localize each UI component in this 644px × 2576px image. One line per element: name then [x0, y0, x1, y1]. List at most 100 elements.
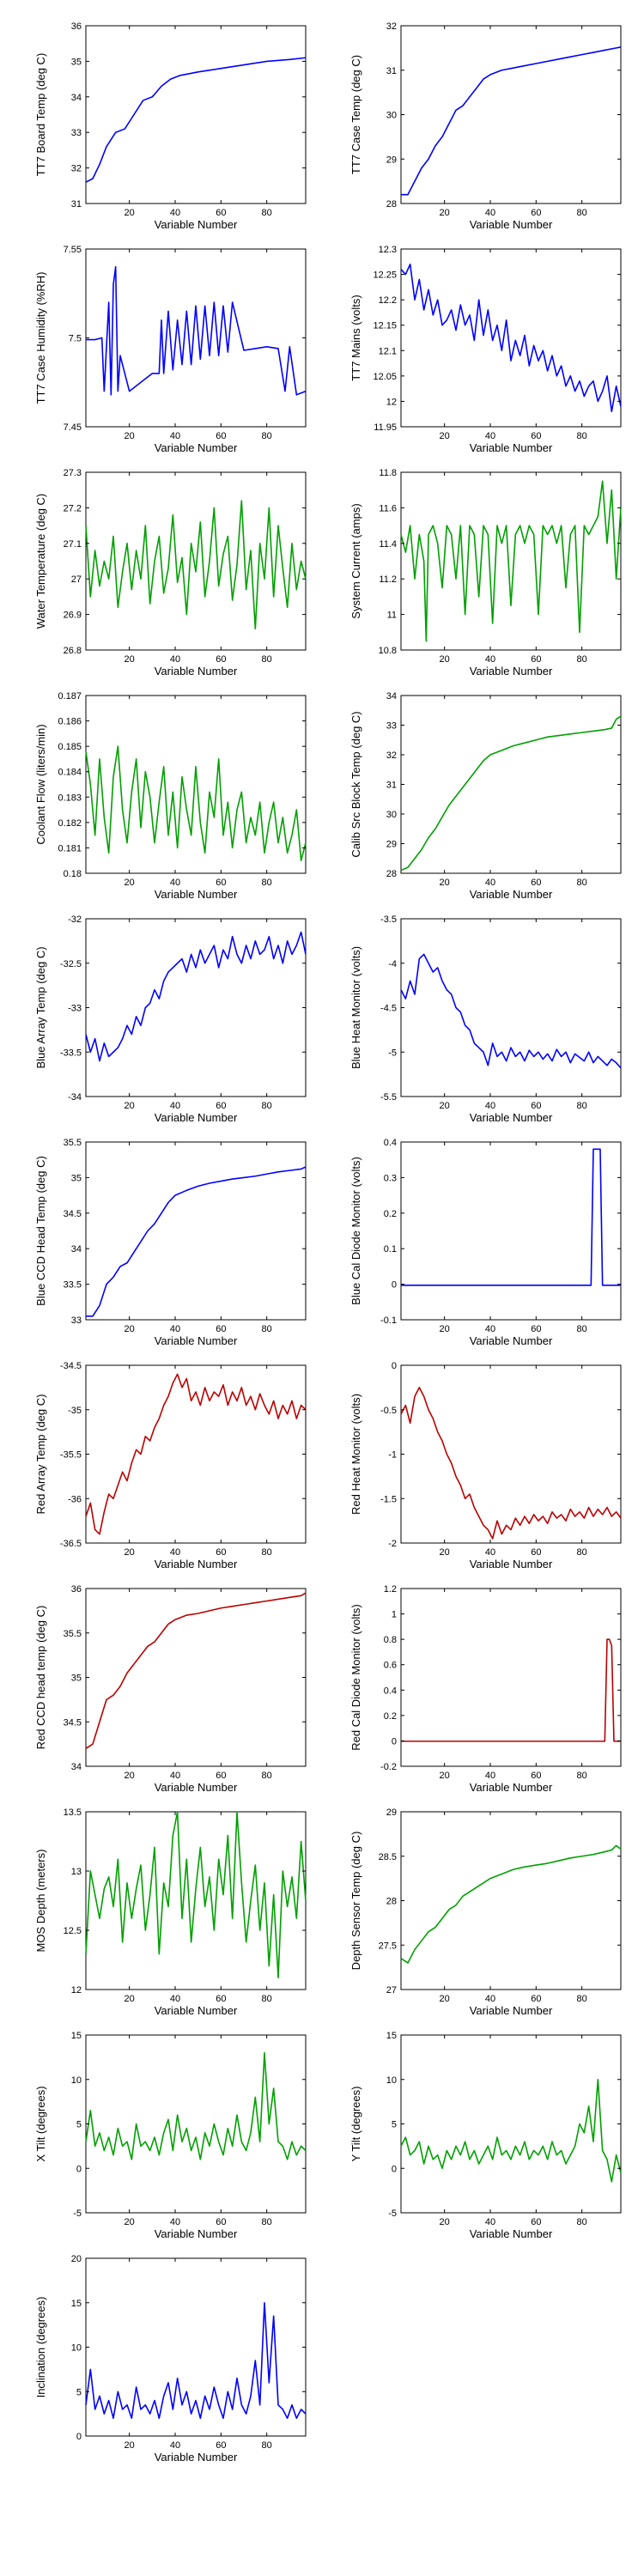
y-tick-label: -0.1 — [380, 1315, 397, 1326]
y-tick-label: 0 — [76, 2164, 82, 2174]
chart-panel: 20 40 60 80 12 12.5 13 13.5 Variable Number MOS D… — [34, 1807, 307, 2017]
plot-frame — [85, 471, 307, 651]
y-tick-label: -3.5 — [380, 914, 397, 925]
x-tick-label: 60 — [531, 1547, 541, 1558]
x-tick-label: 60 — [216, 1994, 226, 2004]
y-tick-label: 11 — [387, 611, 397, 621]
x-tick-label: 20 — [440, 878, 450, 888]
y-axis-label: Inclination (degrees) — [34, 2297, 47, 2398]
y-tick-label: 36 — [71, 1584, 82, 1595]
y-tick-label: 30 — [386, 111, 397, 121]
y-tick-label: 0.187 — [58, 691, 82, 702]
y-tick-label: 0.8 — [384, 1635, 397, 1645]
y-axis-label: Blue CCD Head Temp (deg C) — [34, 1156, 47, 1306]
series-line — [400, 2078, 622, 2183]
y-tick-label: 0.1 — [384, 1244, 397, 1255]
series-line — [85, 57, 307, 183]
y-axis-label: Red Cal Diode Monitor (volts) — [349, 1604, 362, 1751]
plot-frame — [400, 248, 622, 428]
x-tick-label: 60 — [531, 1994, 541, 2004]
y-tick-label: -1.5 — [380, 1494, 397, 1504]
x-tick-label: 80 — [262, 1324, 272, 1334]
x-tick-label: 60 — [216, 1771, 226, 1781]
x-tick-label: 80 — [577, 431, 587, 441]
series-line — [401, 1638, 621, 1742]
plot-frame — [85, 1141, 307, 1321]
plot-frame — [85, 248, 307, 428]
y-tick-label: 11.4 — [379, 539, 397, 550]
series-line — [401, 1148, 621, 1286]
chart-panel: 20 40 60 80 7.45 7.5 7.55 Variable Number TT7 Ca… — [34, 245, 307, 454]
y-tick-label: -1 — [388, 1450, 397, 1461]
y-tick-label: -32 — [68, 914, 82, 925]
y-tick-label: 34 — [71, 1244, 82, 1255]
x-axis-label: Variable Number — [470, 2227, 553, 2240]
y-axis-label: Blue Heat Monitor (volts) — [349, 946, 362, 1069]
x-tick-label: 40 — [170, 1101, 180, 1111]
y-tick-label: 31 — [71, 199, 82, 210]
x-tick-label: 20 — [125, 1324, 135, 1334]
series-line — [400, 480, 622, 642]
series-line — [85, 2301, 307, 2420]
y-tick-label: 29 — [386, 155, 397, 165]
plot-frame — [85, 25, 307, 204]
series-line — [85, 1373, 307, 1535]
y-tick-label: 11.8 — [379, 468, 397, 478]
y-tick-label: 13.5 — [64, 1807, 82, 1818]
chart-panel: 20 40 60 80 33 33.5 34 34.5 35 35.5 Variable Numbe… — [34, 1138, 307, 1347]
plot-frame — [400, 471, 622, 651]
x-tick-label: 60 — [216, 878, 226, 888]
y-tick-label: 0.185 — [58, 742, 82, 752]
y-tick-label: 10 — [71, 2343, 82, 2354]
y-axis-label: Water Temperature (deg C) — [34, 494, 47, 629]
y-tick-label: 0 — [76, 2432, 82, 2442]
y-tick-label: -35 — [68, 1406, 82, 1416]
chart-panel: 20 40 60 80 31 32 33 34 35 36 Variable Number TT7 B… — [34, 21, 307, 231]
y-tick-label: 27.3 — [64, 468, 82, 478]
y-tick-label: 28 — [386, 1897, 397, 1907]
chart-panel: 20 40 60 80 28 29 30 31 32 33 34 Variable Number Cal… — [349, 691, 622, 901]
y-tick-label: 12.25 — [373, 270, 397, 281]
y-tick-label: 0 — [392, 1280, 397, 1291]
y-tick-label: -33.5 — [60, 1048, 82, 1058]
series-line — [86, 1166, 307, 1317]
x-tick-label: 40 — [170, 431, 180, 441]
y-tick-label: 0 — [392, 2164, 397, 2174]
y-tick-label: 35 — [71, 1674, 82, 1684]
x-tick-label: 80 — [577, 1994, 587, 2004]
x-axis-label: Variable Number — [470, 1111, 553, 1124]
y-tick-label: 5 — [76, 2387, 82, 2397]
plot-frame — [400, 918, 622, 1097]
chart-panel: 20 40 60 80 -36.5 -36 -35.5 -35 -34.5 Variable Nu… — [34, 1361, 307, 1571]
y-tick-label: 27.1 — [64, 539, 82, 550]
y-tick-label: 15 — [71, 2299, 82, 2309]
plot-frame — [400, 1811, 622, 1990]
y-tick-label: 33 — [386, 721, 397, 732]
x-tick-label: 80 — [577, 654, 587, 665]
x-tick-label: 20 — [125, 1101, 135, 1111]
y-axis-label: TT7 Case Humidity (%RH) — [34, 272, 47, 404]
x-tick-label: 40 — [485, 1771, 495, 1781]
y-tick-label: 12.2 — [379, 295, 397, 306]
y-tick-label: -36 — [68, 1494, 82, 1504]
x-tick-label: 40 — [170, 654, 180, 665]
x-tick-label: 40 — [170, 1324, 180, 1334]
chart-panel: 20 40 60 80 28 29 30 31 32 Variable Number TT7 Cas… — [349, 21, 622, 231]
x-tick-label: 80 — [262, 2440, 272, 2451]
x-tick-label: 80 — [262, 654, 272, 665]
y-tick-label: -5 — [73, 2208, 82, 2219]
y-axis-label: MOS Depth (meters) — [34, 1850, 47, 1953]
x-tick-label: 20 — [125, 208, 135, 218]
plot-frame — [85, 695, 307, 874]
y-axis-label: System Current (amps) — [349, 503, 362, 618]
y-tick-label: 5 — [76, 2120, 82, 2130]
y-tick-label: 10.8 — [379, 646, 397, 656]
chart-panel: 20 40 60 80 -5 0 5 10 15 Variable Number Y Tilt (d… — [349, 2031, 622, 2240]
y-tick-label: 13 — [71, 1867, 82, 1877]
series-line — [400, 1844, 622, 1964]
y-tick-label: 32 — [386, 21, 397, 32]
x-tick-label: 60 — [531, 431, 541, 441]
plot-frame — [400, 1588, 622, 1767]
series-line — [85, 500, 307, 629]
y-tick-label: 0.18 — [64, 869, 82, 879]
